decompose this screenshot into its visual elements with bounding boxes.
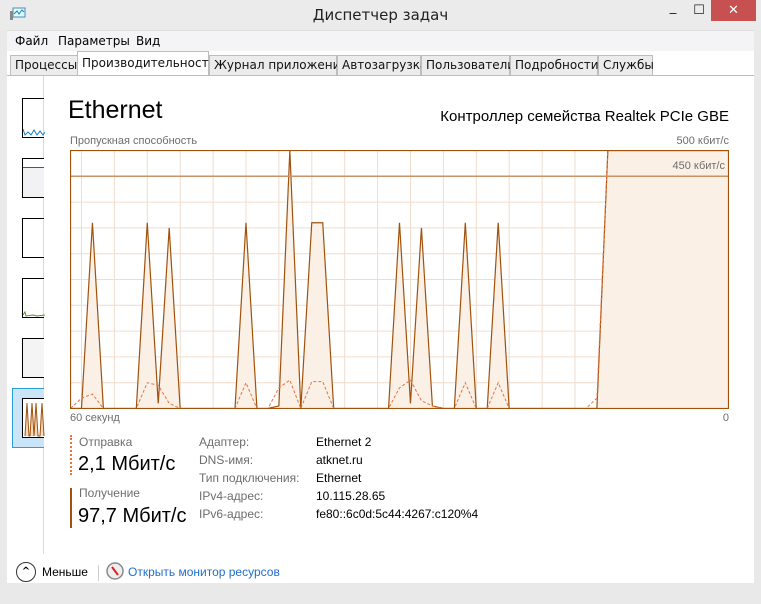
info-ipv6-value: fe80::6c0d:5c44:4267:c120%4 [316,507,479,521]
sidebar-item-cpu[interactable] [22,98,46,138]
minimize-button[interactable]: ‒ [668,6,678,21]
info-connection-value: Ethernet [316,471,362,485]
receive-legend-marker [70,488,72,528]
cpu-graph-icon [22,128,46,136]
sidebar-item-disk-0[interactable] [22,218,44,258]
chart-zero-label: 0 [722,412,729,424]
throughput-chart [70,150,729,409]
tab-startup[interactable]: Автозагрузка [337,55,427,76]
fewer-details-button[interactable]: Меньше [42,565,88,579]
info-ipv4-key: IPv4-адрес: [199,489,264,503]
chart-reference-label: 450 кбит/с [672,160,725,172]
receive-area [70,150,729,409]
tab-users[interactable]: Пользователи [421,55,515,76]
chart-max-label: 500 кбит/с [676,135,729,147]
window-title: Диспетчер задач [312,6,449,24]
footer-divider [98,565,99,581]
send-label: Отправка [79,435,133,449]
sidebar-item-ethernet[interactable] [22,398,45,438]
info-adapter-value: Ethernet 2 [316,435,372,449]
send-legend-marker [70,435,72,475]
maximize-button[interactable]: ☐ [693,3,705,18]
chart-caption: Пропускная способность [70,135,198,147]
sidebar-item-bluetooth[interactable] [22,338,44,378]
tab-processes[interactable]: Процессы [10,55,84,76]
adapter-name: Контроллер семейства Realtek PCIe GBE [440,108,729,125]
close-button[interactable]: ✕ [711,0,756,21]
receive-value: 97,7 Мбит/с [78,505,187,527]
menu-view[interactable]: Вид [136,34,161,48]
info-dns-key: DNS-имя: [199,453,254,467]
open-resource-monitor-link[interactable]: Открыть монитор ресурсов [128,565,280,579]
chart-border [70,150,729,409]
info-connection-key: Тип подключения: [199,471,300,485]
info-ipv6-key: IPv6-адрес: [199,507,264,521]
chevron-up-icon[interactable]: ^ [16,562,36,582]
tab-services[interactable]: Службы [598,55,654,76]
menu-file[interactable]: Файл [15,34,49,48]
menu-options[interactable]: Параметры [58,34,130,48]
disk-graph-icon [22,310,46,317]
info-dns-value: atknet.ru [316,453,363,467]
resource-monitor-icon [106,562,124,580]
task-manager-icon [10,7,26,20]
page-title: Ethernet [68,96,163,124]
info-adapter-key: Адаптер: [199,435,250,449]
tab-app-history[interactable]: Журнал приложений [209,55,348,76]
info-ipv4-value: 10.115.28.65 [316,489,386,503]
chart-time-label: 60 секунд [70,412,120,424]
menu-bar: Файл Параметры Вид [7,30,754,51]
ethernet-graph-icon [24,402,45,437]
tab-bar: Процессы Производительность Журнал прило… [7,51,754,76]
sidebar-item-memory[interactable] [22,158,44,198]
tab-details[interactable]: Подробности [510,55,599,76]
send-value: 2,1 Мбит/с [78,453,176,475]
sidebar-item-disk-1[interactable] [22,278,46,318]
tab-performance[interactable]: Производительность [77,51,216,76]
receive-label: Получение [79,486,140,500]
title-bar: Диспетчер задач ‒ ☐ ✕ [0,0,761,30]
